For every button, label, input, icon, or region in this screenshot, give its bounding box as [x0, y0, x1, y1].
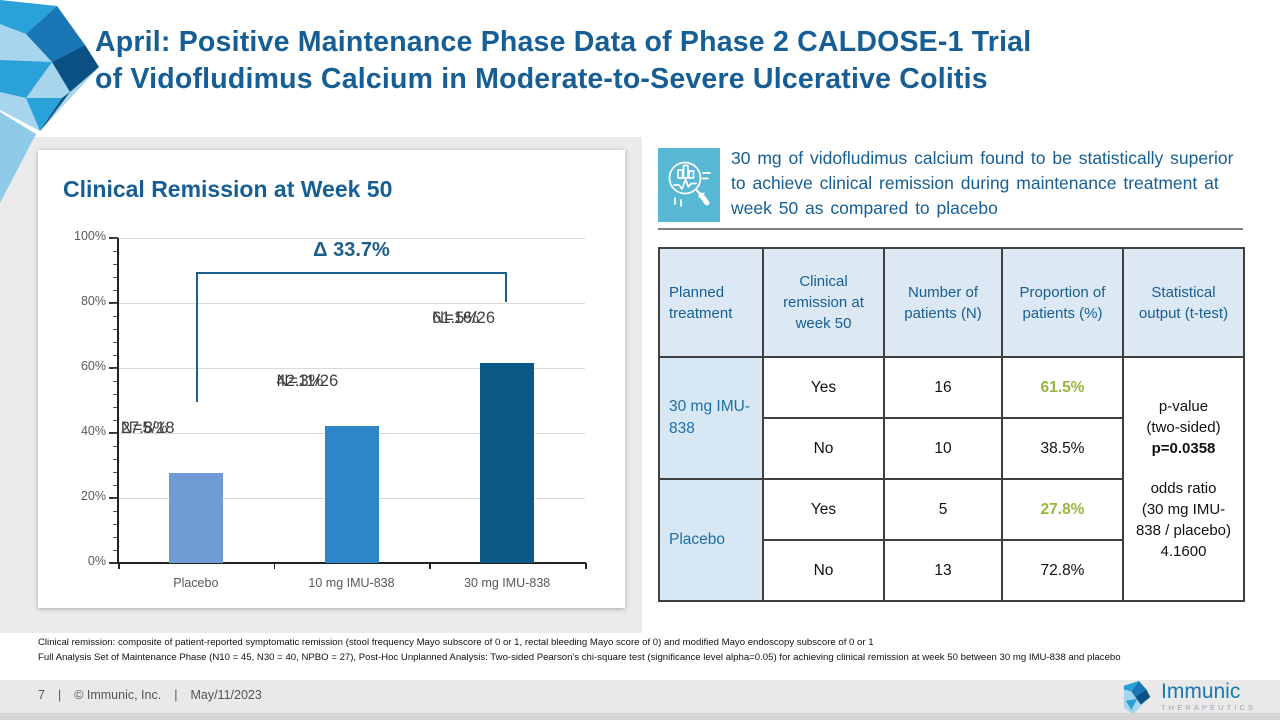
- x-axis-tick: [585, 563, 587, 569]
- treatment-30mg-cell: 30 mg IMU-838: [658, 356, 764, 480]
- n-cell: 5: [883, 478, 1003, 541]
- page-title-line1: April: Positive Maintenance Phase Data o…: [95, 26, 1032, 58]
- pct-cell-highlight: 61.5%: [1001, 356, 1124, 419]
- delta-annotation: Δ 33.7%: [313, 239, 390, 261]
- footnotes: Clinical remission: composite of patient…: [38, 636, 1248, 665]
- table-row: Placebo Yes 5 27.8%: [658, 478, 1244, 602]
- gridline: [118, 302, 585, 304]
- x-axis-category-label: 30 mg IMU-838: [464, 576, 551, 590]
- company-logo-name: Immunic: [1161, 680, 1241, 703]
- y-axis-tick-label: 40%: [80, 424, 106, 438]
- n-cell: 10: [883, 417, 1003, 480]
- magnifier-chart-icon: [658, 148, 720, 222]
- footer-copyright: © Immunic, Inc.: [74, 688, 162, 702]
- footer-separator: |: [57, 688, 62, 702]
- stat-odds-value: 4.1600: [1160, 543, 1207, 560]
- footnote-line2: Full Analysis Set of Maintenance Phase (…: [38, 651, 1121, 663]
- gridline: [118, 237, 585, 239]
- gridline: [118, 367, 585, 369]
- col-header-number-of-patients: Number of patients (N): [883, 247, 1003, 358]
- delta-bracket-right-leg: [505, 272, 508, 302]
- y-axis-major-tick: [109, 237, 118, 239]
- stat-pvalue: p=0.0358: [1151, 440, 1216, 457]
- x-axis-tick: [429, 563, 431, 569]
- x-axis-tick: [118, 563, 120, 569]
- x-axis-category-label: Placebo: [173, 576, 219, 590]
- chart-plot: 0% 20% 40% 60% 80% 100% N=5/18 27.8% Placebo N=11…: [38, 150, 625, 608]
- pct-cell: 72.8%: [1001, 539, 1124, 602]
- footer-bottom-strip: [0, 713, 1280, 720]
- table-header-row: Planned treatment Clinical remission at …: [658, 247, 1245, 358]
- stat-odds-label: odds ratio: [1150, 480, 1217, 497]
- chart-bar-10-mg-imu-838: [324, 425, 379, 563]
- chart-bar-30-mg-imu-838: [480, 363, 535, 563]
- n-cell: 16: [883, 356, 1003, 419]
- statistical-output-cell: p-value (two-sided) p=0.0358 odds ratio …: [1122, 356, 1245, 602]
- pct-cell-highlight: 27.8%: [1001, 478, 1124, 541]
- delta-bracket: [195, 272, 508, 274]
- y-axis-tick-label: 60%: [80, 359, 106, 373]
- table-row: No 10 38.5%: [659, 417, 1244, 480]
- y-axis-minor-ticks: [113, 238, 118, 563]
- y-axis-tick-label: 100%: [74, 229, 106, 243]
- x-axis-category-label: 10 mg IMU-838: [308, 576, 395, 590]
- y-axis-line: [117, 238, 119, 563]
- col-header-proportion: Proportion of patients (%): [1001, 247, 1124, 358]
- footer-separator: |: [174, 688, 178, 702]
- company-logo-text: Immunic THERAPEUTICS: [1161, 680, 1257, 712]
- treatment-placebo-cell: Placebo: [658, 478, 764, 602]
- stat-odds-detail: (30 mg IMU-838 / placebo): [1135, 501, 1232, 539]
- y-axis-tick-label: 0%: [87, 554, 106, 568]
- x-axis-tick: [273, 563, 276, 569]
- col-header-planned-treatment: Planned treatment: [658, 247, 764, 358]
- company-logo-subtitle: THERAPEUTICS: [1161, 703, 1257, 712]
- page-title: April: Positive Maintenance Phase Data o…: [95, 24, 1260, 98]
- callout-text: 30 mg of vidofludimus calcium found to b…: [731, 148, 1234, 218]
- chart-title: Clinical Remission at Week 50: [63, 176, 393, 202]
- y-axis-tick-label: 80%: [80, 294, 106, 308]
- footnote-line1: Clinical remission: composite of patient…: [38, 637, 874, 648]
- page-title-line2: of Vidofludimus Calcium in Moderate-to-S…: [95, 63, 988, 95]
- pct-cell: 38.5%: [1001, 417, 1124, 480]
- col-header-clinical-remission: Clinical remission at week 50: [762, 247, 885, 358]
- table-row: 30 mg IMU-838 Yes 16 61.5% p-value (two-…: [658, 356, 1245, 602]
- footer-meta: 7 | © Immunic, Inc. | May/11/2023: [38, 688, 262, 702]
- chart-bar-placebo: [168, 472, 223, 563]
- remission-cell: No: [762, 417, 885, 480]
- company-logo: Immunic THERAPEUTICS: [1122, 677, 1256, 717]
- stat-pvalue-label: p-value: [1158, 398, 1209, 415]
- n-cell: 13: [883, 539, 1003, 602]
- y-axis-tick-label: 20%: [80, 489, 106, 503]
- page-number: 7: [38, 688, 45, 702]
- stat-pvalue-type: (two-sided): [1146, 419, 1221, 436]
- delta-bracket-left-leg: [195, 272, 198, 402]
- footer-date: May/11/2023: [190, 688, 262, 702]
- remission-cell: Yes: [762, 478, 885, 541]
- footer-band: [0, 680, 1280, 713]
- x-axis-line: [118, 562, 586, 564]
- col-header-statistical-output: Statistical output (t-test): [1122, 247, 1245, 358]
- chart-card: Clinical Remission at Week 50 0% 20% 40% 60…: [38, 150, 625, 608]
- immunic-gem-logo: [0, 0, 99, 203]
- remission-cell: Yes: [762, 356, 885, 419]
- results-table: Planned treatment Clinical remission at …: [658, 247, 1245, 602]
- remission-cell: No: [762, 539, 885, 602]
- callout-divider: [658, 228, 1243, 230]
- immunic-logo-icon: [1123, 681, 1151, 714]
- table-row: No 13 72.8%: [659, 539, 1244, 602]
